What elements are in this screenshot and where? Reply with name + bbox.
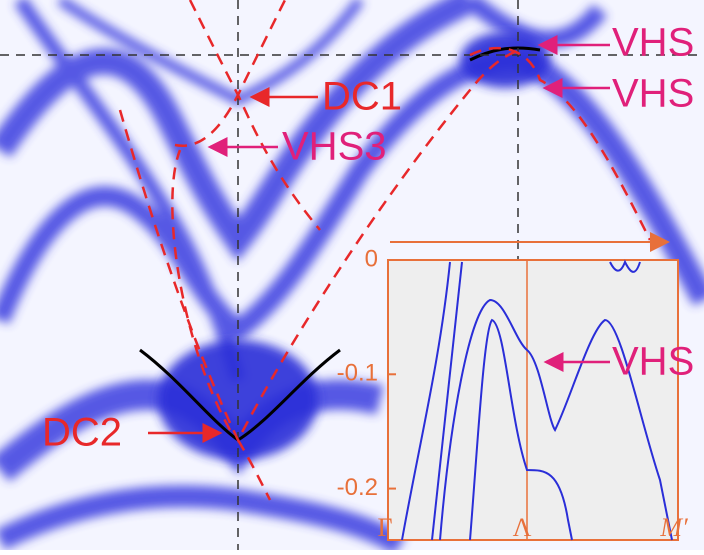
annotations (148, 35, 610, 443)
inset: 0 -0.1 -0.2 Γ Λ M′ (337, 232, 688, 542)
y-tick-label: -0.1 (337, 360, 378, 387)
x-tick-label: Λ (513, 513, 532, 542)
x-tick-label: M′ (659, 513, 688, 542)
x-tick-label: Γ (377, 513, 392, 542)
annotation-label: VHS (612, 72, 694, 116)
annotation-label: VHS (612, 340, 694, 384)
annotation-label: VHS (612, 21, 694, 65)
y-tick-label: 0 (365, 245, 378, 272)
model-bands (118, 0, 652, 501)
annotation-label: VHS3 (282, 125, 387, 169)
annotation-label: DC2 (42, 411, 122, 455)
annotation-label: DC1 (322, 75, 402, 119)
y-tick-label: -0.2 (337, 474, 378, 501)
